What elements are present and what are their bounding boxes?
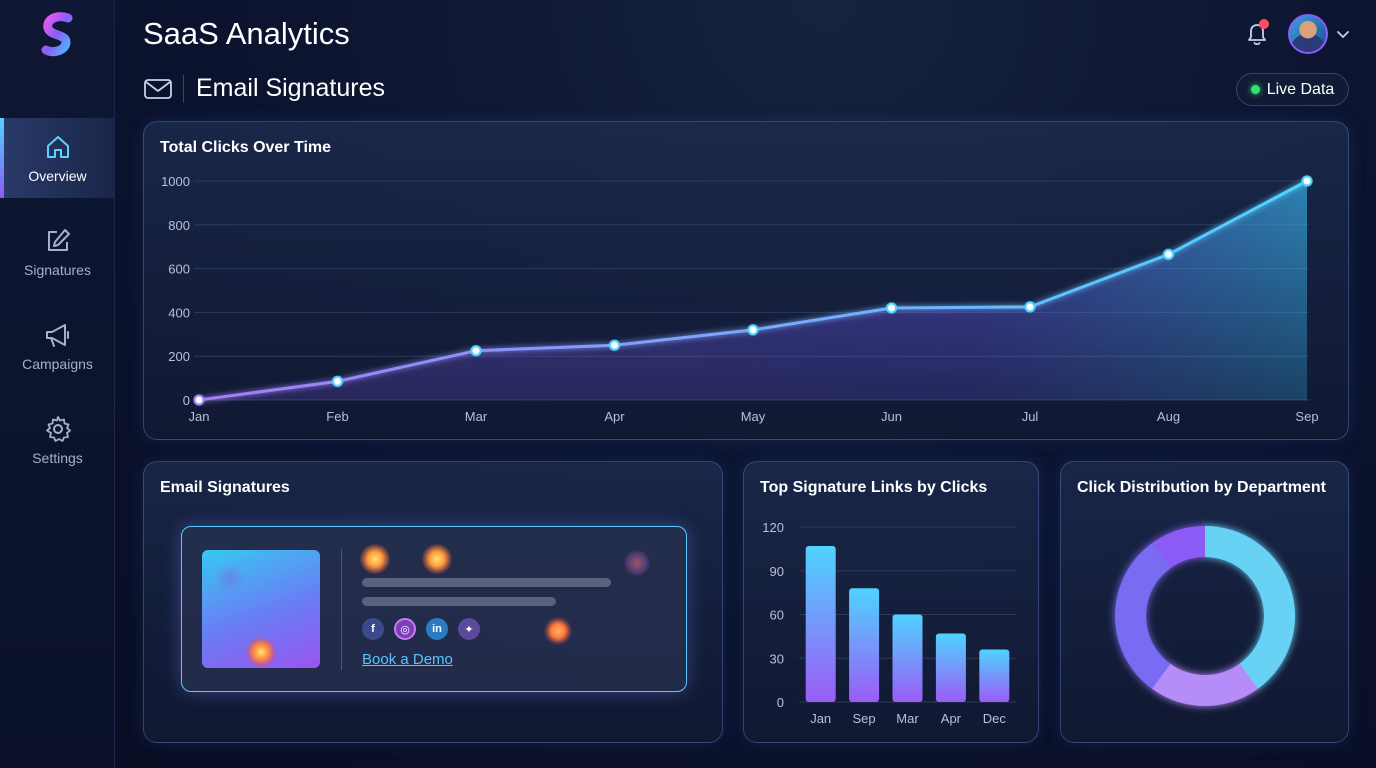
sidebar-item-signatures[interactable]: Signatures [0,212,115,292]
x-tick-label: Feb [326,409,348,424]
x-tick-label: Jul [1022,409,1039,424]
gear-icon [45,416,71,442]
signature-text-placeholder [362,578,611,587]
signature-divider [341,549,342,670]
department-donut-chart [1115,526,1295,706]
y-tick-label: 120 [762,520,784,535]
data-point[interactable] [332,375,343,387]
bar[interactable] [979,649,1010,703]
home-icon [46,136,69,158]
chevron-down-icon[interactable] [1336,27,1350,41]
total-clicks-card: Total Clicks Over Time 0 200 400 600 800 1000 [143,121,1349,440]
book-demo-link[interactable]: Book a Demo [362,651,453,668]
x-tick-label: Mar [465,409,488,424]
y-tick-label: 0 [183,393,190,408]
donut-slice[interactable] [1152,526,1205,569]
x-tick-label: Apr [604,409,625,424]
mail-icon [144,79,172,99]
notification-dot [1259,19,1269,29]
x-tick-label: Sep [853,711,876,726]
data-point[interactable] [1024,301,1036,313]
page-title: Email Signatures [196,74,385,102]
sidebar-item-label: Campaigns [22,356,93,372]
sidebar-item-overview[interactable]: Overview [0,118,115,198]
twitter-icon[interactable]: ✦ [458,618,480,640]
y-tick-label: 1000 [161,174,190,189]
data-point[interactable] [1301,175,1313,187]
sidebar-item-campaigns[interactable]: Campaigns [0,306,115,386]
x-tick-label: Jun [881,409,902,424]
data-point[interactable] [470,345,482,357]
department-distribution-card: Click Distribution by Department [1060,461,1349,743]
live-status-dot [1250,85,1260,94]
sidebar-item-label: Settings [32,450,83,466]
sidebar-item-label: Signatures [24,262,91,278]
live-badge-label: Live Data [1266,80,1335,98]
bar[interactable] [892,614,923,703]
logo-icon [41,12,73,57]
facebook-icon[interactable]: f [362,618,384,640]
sidebar-item-settings[interactable]: Settings [0,400,115,480]
x-tick-label: Mar [896,711,919,726]
app-title: SaaS Analytics [143,16,350,51]
megaphone-icon [45,324,69,347]
user-avatar[interactable] [1288,14,1328,54]
chart-title: Total Clicks Over Time [160,139,332,156]
donut-slice[interactable] [1152,663,1258,706]
donut-slice[interactable] [1205,526,1295,689]
x-tick-label: Sep [1295,409,1318,424]
x-tick-label: Dec [983,711,1007,726]
chart-title: Top Signature Links by Clicks [760,479,988,496]
instagram-icon[interactable]: ◎ [394,618,416,640]
bar[interactable] [849,588,880,702]
y-tick-label: 600 [168,262,190,277]
top-links-card: Top Signature Links by Clicks 0 30 60 90 120… [743,461,1039,743]
header-divider [183,75,184,103]
top-links-bar-chart: 0 30 60 90 120 Jan Sep Mar Apr Dec [762,520,1016,726]
y-tick-label: 200 [168,349,190,364]
signature-photo [202,550,320,668]
email-signatures-card: Email Signatures f ◎ in ✦ Book a Demo [143,461,723,743]
card-title: Email Signatures [160,479,290,496]
signature-preview[interactable]: f ◎ in ✦ Book a Demo [181,526,687,692]
x-tick-label: Apr [941,711,962,726]
data-point[interactable] [193,394,205,406]
y-tick-label: 400 [168,305,190,320]
edit-icon [47,229,70,251]
live-data-badge[interactable]: Live Data [1236,73,1349,106]
total-clicks-chart: 0 200 400 600 800 1000 Jan Feb Mar Apr May Jun Jul A… [161,174,1318,424]
bar[interactable] [935,633,966,702]
x-tick-label: Aug [1157,409,1180,424]
bell-icon[interactable] [1243,20,1271,48]
signature-text-placeholder [362,597,556,606]
data-point[interactable] [609,339,620,351]
y-tick-label: 0 [777,695,784,710]
bar[interactable] [805,545,836,702]
donut-slice[interactable] [1115,543,1171,689]
data-point[interactable] [747,324,759,336]
sidebar-item-label: Overview [28,168,87,184]
clicks-area-fill [199,181,1307,400]
x-tick-label: Jan [189,409,210,424]
y-tick-label: 30 [770,651,784,666]
x-tick-label: Jan [810,711,831,726]
linkedin-icon[interactable]: in [426,618,448,640]
data-point[interactable] [1163,248,1174,260]
y-tick-label: 800 [168,218,190,233]
app-logo[interactable] [38,12,78,60]
sidebar: Overview Signatures Campaigns Settings [0,0,115,768]
data-point[interactable] [886,302,897,314]
y-tick-label: 60 [770,608,784,623]
y-tick-label: 90 [770,564,784,579]
x-tick-label: May [741,409,766,424]
chart-title: Click Distribution by Department [1077,479,1326,496]
